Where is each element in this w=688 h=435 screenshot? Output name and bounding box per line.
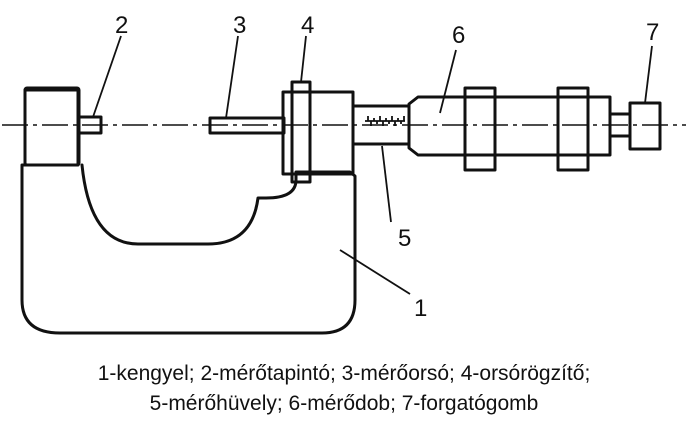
anvil-part	[77, 115, 103, 135]
callout-4: 4	[301, 12, 314, 39]
micrometer-drawing: 1 2 3 4 5 6 7	[2, 12, 686, 335]
callout-6: 6	[452, 22, 465, 49]
caption-line-1: 1-kengyel; 2-mérőtapintó; 3-mérőorsó; 4-…	[97, 362, 591, 385]
caption-line-2: 5-mérőhüvely; 6-mérődob; 7-forgatógomb	[149, 392, 539, 415]
callout-1: 1	[414, 295, 427, 322]
callout-3: 3	[233, 12, 246, 39]
ratchet-knob-part	[608, 101, 662, 151]
leader-lines	[92, 35, 653, 295]
callout-7: 7	[646, 19, 659, 46]
lock-nut-part	[281, 80, 355, 184]
callout-2: 2	[115, 12, 128, 39]
thimble-part	[407, 86, 612, 172]
callout-5: 5	[398, 225, 411, 252]
